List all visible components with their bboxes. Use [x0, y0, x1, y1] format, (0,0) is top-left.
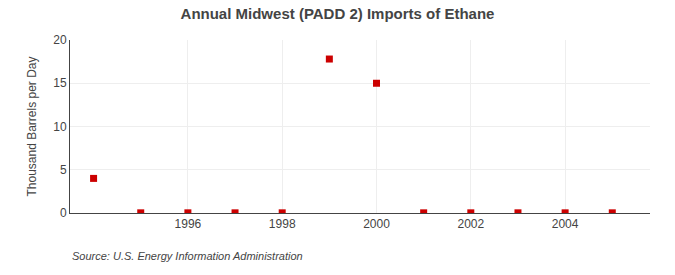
svg-text:15: 15	[53, 76, 67, 90]
svg-text:10: 10	[53, 120, 67, 134]
svg-text:Thousand Barrels per Day: Thousand Barrels per Day	[25, 56, 39, 196]
svg-text:2000: 2000	[363, 217, 390, 231]
svg-text:2002: 2002	[457, 217, 484, 231]
svg-text:0: 0	[60, 206, 67, 220]
svg-text:1998: 1998	[269, 217, 296, 231]
svg-text:5: 5	[60, 163, 67, 177]
svg-text:Annual Midwest (PADD 2) Import: Annual Midwest (PADD 2) Imports of Ethan…	[181, 5, 495, 22]
svg-text:2004: 2004	[552, 217, 579, 231]
svg-text:Source: U.S. Energy Informatio: Source: U.S. Energy Information Administ…	[72, 250, 303, 262]
svg-text:20: 20	[53, 33, 67, 47]
svg-text:1996: 1996	[175, 217, 202, 231]
